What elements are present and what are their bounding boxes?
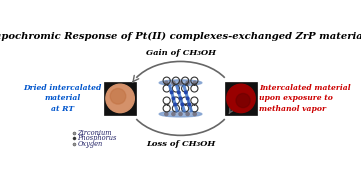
Circle shape — [188, 103, 191, 106]
Ellipse shape — [159, 111, 202, 117]
Text: Vapochromic Response of Pt(II) complexes-exchanged ZrP materials: Vapochromic Response of Pt(II) complexes… — [0, 32, 361, 41]
Circle shape — [193, 112, 196, 116]
Circle shape — [186, 112, 189, 116]
Circle shape — [236, 93, 250, 108]
Ellipse shape — [159, 80, 202, 86]
Text: Gain of CH₃OH: Gain of CH₃OH — [145, 49, 216, 57]
Text: Phosphorus: Phosphorus — [78, 134, 117, 142]
Circle shape — [170, 91, 173, 94]
Text: Dried intercalated
material
at RT: Dried intercalated material at RT — [23, 84, 101, 113]
Circle shape — [186, 81, 189, 84]
Circle shape — [106, 84, 134, 113]
Text: Intercalated material
upon exposure to
methanol vapor: Intercalated material upon exposure to m… — [260, 84, 351, 113]
Text: Loss of CH₃OH: Loss of CH₃OH — [146, 140, 215, 148]
Circle shape — [110, 88, 126, 104]
Circle shape — [172, 97, 175, 100]
Circle shape — [179, 112, 182, 116]
Bar — [225, 82, 257, 115]
Circle shape — [165, 112, 168, 116]
Text: Oxygen: Oxygen — [78, 140, 103, 148]
Circle shape — [174, 103, 177, 106]
Circle shape — [181, 103, 184, 106]
Circle shape — [172, 112, 175, 116]
Bar — [104, 82, 136, 115]
Circle shape — [172, 81, 175, 84]
Circle shape — [178, 91, 180, 94]
Text: Zirconium: Zirconium — [78, 129, 112, 136]
Circle shape — [179, 97, 182, 100]
Circle shape — [186, 97, 189, 100]
Circle shape — [193, 81, 196, 84]
Circle shape — [227, 84, 255, 113]
Circle shape — [184, 91, 187, 94]
Circle shape — [165, 81, 168, 84]
Circle shape — [179, 81, 182, 84]
